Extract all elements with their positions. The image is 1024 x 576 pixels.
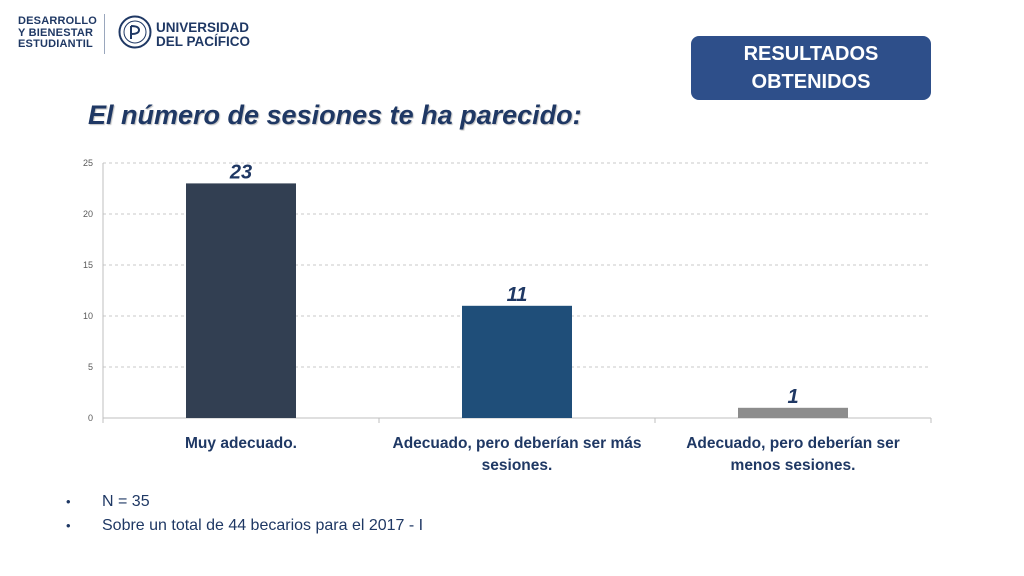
- desarrollo-bienestar-logo: DESARROLLO Y BIENESTAR ESTUDIANTIL: [18, 15, 97, 51]
- note-item: • N = 35: [66, 490, 423, 514]
- logo-line: Y BIENESTAR: [18, 26, 94, 39]
- bullet-icon: •: [66, 494, 71, 509]
- badge-line: RESULTADOS: [743, 43, 879, 65]
- bar: [462, 305, 572, 418]
- y-tick-label: 20: [83, 209, 93, 219]
- category-label: sesiones.: [482, 457, 553, 474]
- y-tick-label: 10: [83, 311, 93, 321]
- bullet-icon: •: [66, 518, 71, 533]
- category-label: Muy adecuado.: [185, 435, 297, 452]
- logo-line: ESTUDIANTIL: [18, 38, 93, 50]
- universidad-logo: UNIVERSIDAD DEL PACÍFICO: [156, 21, 250, 49]
- note-text: Sobre un total de 44 becarios para el 20…: [102, 517, 424, 534]
- y-tick-label: 5: [88, 362, 93, 372]
- y-tick-label: 0: [88, 413, 93, 423]
- category-label: Adecuado, pero deberían ser más: [393, 435, 642, 452]
- category-label: Adecuado, pero deberían ser: [686, 435, 900, 452]
- badge-line: OBTENIDOS: [751, 71, 871, 93]
- university-seal-icon: [118, 15, 152, 49]
- logo-divider: [104, 14, 105, 54]
- note-item: • Sobre un total de 44 becarios para el …: [66, 514, 423, 538]
- data-label: 11: [507, 284, 528, 306]
- notes-list: • N = 35 • Sobre un total de 44 becarios…: [66, 490, 423, 538]
- results-badge: RESULTADOS OBTENIDOS: [691, 36, 931, 100]
- logo-line: DESARROLLO: [18, 15, 97, 27]
- data-label: 23: [229, 161, 252, 183]
- y-tick-label: 25: [83, 158, 93, 168]
- bar: [738, 407, 848, 418]
- data-label: 1: [787, 386, 798, 408]
- logo-line: UNIVERSIDAD: [156, 20, 250, 35]
- bar: [186, 183, 296, 418]
- note-text: N = 35: [102, 493, 150, 510]
- category-label: menos sesiones.: [731, 457, 856, 474]
- y-tick-label: 15: [83, 260, 93, 270]
- logo-line: DEL PACÍFICO: [156, 34, 251, 49]
- slide-title: El número de sesiones te ha parecido:: [88, 100, 582, 130]
